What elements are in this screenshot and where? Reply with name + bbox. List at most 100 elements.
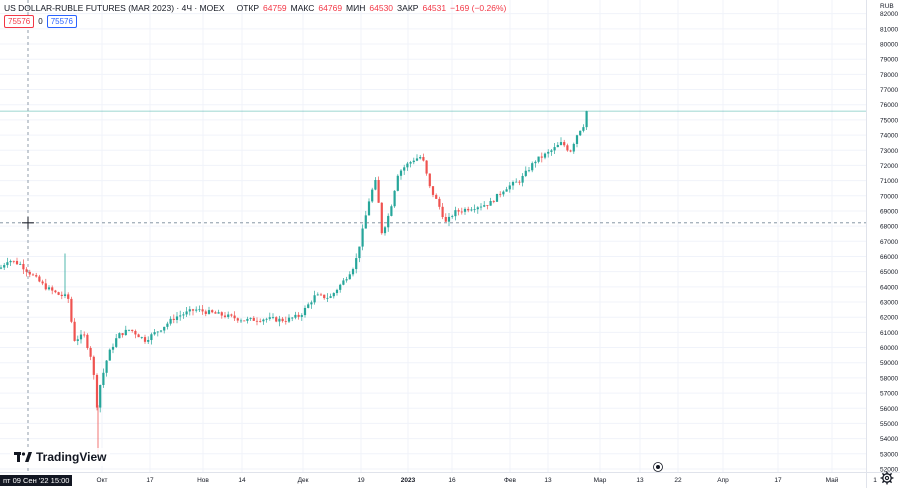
candle-series <box>0 110 588 457</box>
candle <box>300 313 303 321</box>
symbol-title[interactable]: US DOLLAR-RUBLE FUTURES (MAR 2023) · 4Ч … <box>4 3 225 13</box>
candle <box>524 166 527 178</box>
candle-body <box>556 144 559 148</box>
gear-icon[interactable] <box>880 471 894 485</box>
x-tick-label: 19 <box>357 477 365 484</box>
candle-body <box>150 334 153 341</box>
candle <box>399 169 403 180</box>
candle-body <box>547 151 550 154</box>
y-tick-label: 62000 <box>880 315 898 322</box>
candle-body <box>303 307 307 316</box>
candle-body <box>239 320 243 322</box>
y-tick-label: 54000 <box>880 436 898 443</box>
candle-body <box>214 312 217 314</box>
candle <box>403 164 406 175</box>
candle-body <box>457 210 460 212</box>
candle-body <box>406 163 409 168</box>
y-tick-label: 81000 <box>880 26 898 33</box>
candle-body <box>467 208 470 211</box>
time-axis: Окт 17 Нов 14 Дек 19 2023 16 Фев 13 Мар 13 22 Апр 17 Ма… <box>0 462 900 484</box>
candle <box>361 224 364 251</box>
close-label: ЗАКР <box>397 3 419 13</box>
candle <box>303 305 307 318</box>
candle <box>239 318 243 324</box>
candle <box>35 272 38 278</box>
candle <box>342 278 345 286</box>
y-tick-label: 70000 <box>880 193 898 200</box>
candle <box>326 293 329 303</box>
candle-body <box>521 175 524 183</box>
price-badge-left[interactable]: 75576 <box>4 15 35 28</box>
y-tick-label: 71000 <box>880 178 898 185</box>
candle-body <box>140 337 143 338</box>
candle <box>479 203 483 211</box>
candle-body <box>367 201 371 216</box>
candle-body <box>527 170 531 172</box>
candle <box>393 190 396 208</box>
candle <box>572 142 575 154</box>
candle-body <box>19 263 22 265</box>
candle <box>262 318 265 325</box>
candle <box>425 160 428 176</box>
candle <box>185 306 188 318</box>
candle <box>348 271 351 280</box>
tradingview-logo[interactable]: TradingView <box>10 448 111 466</box>
candle-body <box>12 260 15 262</box>
tradingview-logo-icon <box>14 452 32 462</box>
candle <box>444 213 447 223</box>
price-badge-right[interactable]: 75576 <box>46 15 77 28</box>
candle <box>249 317 252 321</box>
candle <box>233 311 236 322</box>
candle <box>211 309 214 314</box>
x-tick-label: 13 <box>544 477 552 484</box>
candle-body <box>73 321 76 341</box>
y-tick-label: 64000 <box>880 284 898 291</box>
candle <box>492 200 495 204</box>
candle <box>25 267 28 277</box>
y-tick-label: 65000 <box>880 269 898 276</box>
candle <box>105 359 108 377</box>
candle <box>172 314 175 324</box>
candle <box>460 207 463 215</box>
candle <box>159 330 163 333</box>
candle-body <box>403 167 406 171</box>
candle <box>255 317 259 326</box>
candle-body <box>479 206 483 208</box>
x-tick-label: Мар <box>594 477 607 484</box>
candle-body <box>419 157 422 159</box>
y-tick-label: 52000 <box>880 466 898 473</box>
candle-body <box>559 142 563 145</box>
candle <box>287 314 291 323</box>
candle-body <box>169 318 172 324</box>
candle-body <box>582 127 585 131</box>
candle-body <box>316 294 319 296</box>
candle <box>9 259 12 266</box>
candle <box>140 336 143 340</box>
y-tick-label: 76000 <box>880 102 898 109</box>
candle <box>76 335 79 346</box>
x-tick-label: Нов <box>197 477 209 484</box>
candle-body <box>431 186 435 195</box>
candle <box>351 267 355 277</box>
chart-grid <box>0 0 876 472</box>
candle <box>124 325 127 336</box>
high-value: 64769 <box>318 3 343 13</box>
candle-body <box>441 206 444 218</box>
candle <box>383 226 387 236</box>
candle <box>54 289 57 294</box>
candle-body <box>156 331 159 333</box>
candle <box>19 261 22 266</box>
candle-body <box>569 150 572 152</box>
candle-body <box>134 330 137 335</box>
candle <box>396 174 399 192</box>
candle-body <box>89 347 92 357</box>
candle <box>489 197 492 206</box>
candle-body <box>175 316 179 320</box>
candle <box>422 153 425 162</box>
candle <box>214 310 217 314</box>
y-tick-label: 72000 <box>880 163 898 170</box>
candle <box>41 279 44 286</box>
candle-body <box>502 191 505 195</box>
candle-body <box>454 210 457 217</box>
